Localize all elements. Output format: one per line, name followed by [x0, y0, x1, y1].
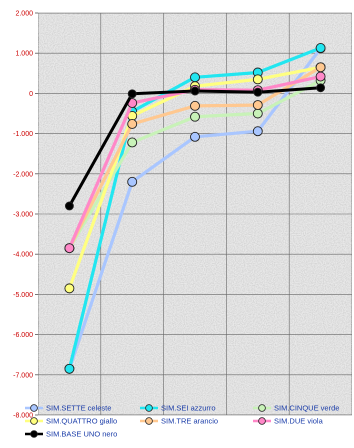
- data-point: [64, 283, 75, 294]
- legend-item: SIM.TRE arancio: [140, 417, 218, 426]
- legend-label: SIM.QUATTRO giallo: [46, 417, 117, 426]
- data-point: [64, 201, 74, 211]
- y-tick-label: -1.000: [13, 131, 33, 138]
- legend-label: SIM.SEI azzurro: [161, 404, 216, 413]
- data-point: [190, 72, 200, 83]
- y-tick-label: -3.000: [13, 212, 33, 219]
- data-point: [64, 243, 75, 254]
- legend-label: SIM.TRE arancio: [161, 417, 218, 426]
- legend-swatch-marker: [30, 404, 38, 412]
- data-point: [315, 43, 326, 53]
- y-tick-label: -5.000: [13, 292, 33, 299]
- series-lines: [64, 43, 326, 374]
- data-point: [190, 111, 200, 122]
- data-point: [315, 71, 326, 82]
- data-point: [127, 119, 138, 129]
- legend-swatch-marker: [258, 417, 266, 425]
- legend-label: SIM.DUE viola: [274, 417, 324, 426]
- data-point: [190, 131, 200, 142]
- y-tick-label: -7.000: [13, 372, 33, 379]
- legend-item: SIM.SETTE celeste: [25, 404, 111, 413]
- data-point: [127, 137, 138, 148]
- data-point: [252, 100, 263, 111]
- y-tick-label: -4.000: [13, 252, 33, 259]
- data-point: [252, 126, 263, 137]
- legend-label: SIM.BASE UNO nero: [46, 430, 117, 439]
- y-tick-label: -6.000: [13, 332, 33, 339]
- legend-swatch-marker: [30, 430, 38, 438]
- legend-item: SIM.SEI azzurro: [140, 404, 216, 413]
- legend-item: SIM.CINQUE verde: [253, 404, 339, 413]
- data-point: [252, 74, 263, 85]
- y-tick-label: 2.000: [15, 11, 33, 18]
- legend-swatch-marker: [30, 417, 38, 425]
- y-tick-label: -8.000: [13, 413, 33, 420]
- grid-lines: [35, 12, 352, 416]
- data-point: [252, 108, 263, 119]
- data-point: [316, 83, 326, 93]
- y-tick-label: 1.000: [15, 51, 33, 58]
- legend-item: SIM.BASE UNO nero: [25, 430, 117, 439]
- y-tick-label: -2.000: [13, 171, 33, 178]
- legend-item: SIM.QUATTRO giallo: [25, 417, 117, 426]
- y-tick-label: 0: [29, 91, 33, 98]
- series-5: [64, 62, 326, 254]
- legend-swatch-marker: [145, 417, 153, 425]
- legend-swatch-marker: [145, 404, 153, 412]
- legend-swatch-marker: [258, 404, 266, 412]
- legend: SIM.SETTE celeste SIM.SEI azzurro SIM.CINQ…: [25, 404, 339, 439]
- legend-item: SIM.DUE viola: [253, 417, 324, 426]
- series-7: [64, 83, 326, 211]
- data-point: [64, 363, 75, 374]
- y-axis-ticks: 2.000 1.000 0 -1.000 -2.000 -3.000 -4.000 -5.00…: [13, 11, 33, 420]
- data-point: [253, 87, 263, 97]
- data-point: [190, 100, 200, 111]
- legend-label: SIM.SETTE celeste: [46, 404, 111, 413]
- data-point: [190, 86, 200, 96]
- data-point: [127, 89, 137, 99]
- legend-label: SIM.CINQUE verde: [274, 404, 339, 413]
- data-point: [315, 62, 326, 73]
- data-point: [127, 176, 138, 187]
